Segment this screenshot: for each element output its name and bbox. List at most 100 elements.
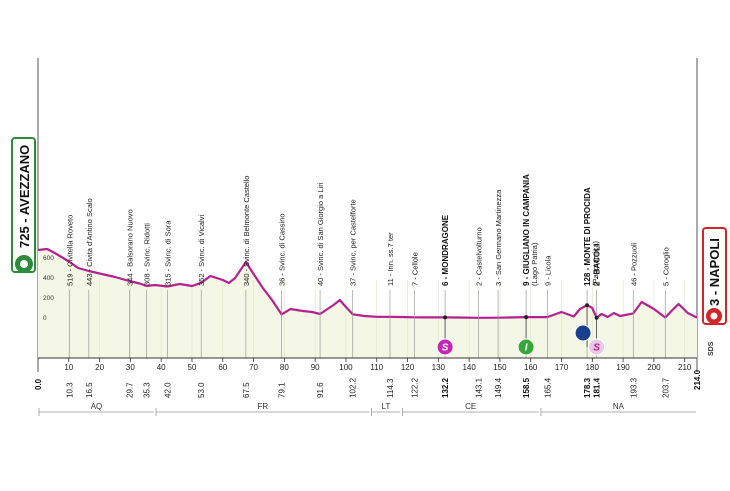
y-tick-label: 0	[43, 315, 47, 322]
place-label: 344 - Balsorano Nuovo	[125, 209, 134, 286]
place-km-label: 79.1	[278, 382, 287, 398]
intermediate-marker	[517, 338, 535, 356]
x-tick-label: 150	[493, 363, 507, 372]
x-tick-label: 140	[462, 363, 476, 372]
marker-letter: S	[442, 343, 449, 354]
region-label: CE	[465, 402, 476, 411]
x-tick-label: 210	[678, 363, 692, 372]
place-km-label: 203.7	[661, 377, 670, 398]
x-tick-label: 70	[249, 363, 258, 372]
finish-badge	[702, 227, 727, 325]
y-tick-label: 400	[43, 275, 54, 282]
x-tick-label: 100	[339, 363, 353, 372]
place-km-label: 10.3	[66, 382, 75, 398]
marker-letter: S	[593, 343, 600, 354]
climb-marker	[574, 324, 592, 342]
marker-letter: I	[525, 343, 528, 354]
place-label: 7 - Cellole	[410, 252, 419, 286]
place-label: 9 - Licola	[543, 255, 552, 286]
place-label: 6 - MONDRAGONE	[441, 214, 450, 286]
place-km-label: 91.6	[316, 382, 325, 398]
place-km-label: 67.5	[242, 382, 251, 398]
marker-point	[443, 315, 448, 320]
finish-km-label: 214.0	[693, 369, 702, 390]
place-km-label: 181.4	[593, 377, 602, 398]
x-tick-label: 200	[647, 363, 661, 372]
marker-point	[524, 315, 529, 320]
place-km-label: 114.3	[386, 378, 395, 398]
place-km-label: 42.0	[163, 382, 172, 398]
place-km-label: 29.7	[125, 382, 134, 398]
profile-line	[37, 247, 698, 319]
x-tick-label: 120	[401, 363, 415, 372]
profile-fill	[38, 249, 697, 358]
region-label: FR	[257, 402, 268, 411]
place-label: 2 - BACOLI	[593, 244, 602, 286]
x-tick-label: 10	[64, 363, 73, 372]
start-label: 725 - AVEZZANO	[17, 145, 32, 248]
place-label: 308 - Svinc. Ridotti	[143, 223, 152, 286]
place-label: 340 - Svinc. di Belmonte Castello	[242, 176, 251, 286]
place-km-label: 122.2	[410, 377, 419, 398]
place-km-label: 132.2	[441, 377, 450, 398]
sprint-marker	[588, 338, 606, 356]
x-tick-label: 180	[586, 363, 600, 372]
place-label: 128 - MONTE DI PROCIDA	[583, 187, 592, 286]
sprint-marker	[436, 338, 454, 356]
places-layer: 519 - Civitella Roveto 443 - Civita d'Ant…	[66, 174, 670, 358]
place-km-label: 53.0	[197, 382, 206, 398]
profile-layer: 600 400 200 0	[37, 247, 698, 358]
place-km-label: 102.2	[349, 377, 358, 398]
place-sublabel: (Panoramica)	[591, 240, 600, 286]
place-label: 5 - Coroglio	[661, 247, 670, 286]
region-label: NA	[613, 402, 625, 411]
place-label: 443 - Civita d'Antino Scalo	[85, 198, 94, 286]
place-label: 37 - Svinc. per Castelforte	[349, 199, 358, 286]
x-tick-label: 40	[157, 363, 166, 372]
x-tick-label: 190	[616, 363, 630, 372]
start-flag-icon-inner	[20, 260, 28, 268]
x-tick-label: 50	[188, 363, 197, 372]
place-sublabel: (Lago Patria)	[530, 242, 539, 286]
marker-point	[585, 303, 590, 308]
region-label: LT	[382, 402, 391, 411]
y-tick-label: 600	[43, 255, 54, 262]
x-axis: 10 20 30 40 50 60 70 80 90 100 110 120 130 140 150 160 1…	[34, 357, 702, 398]
finish-label: 3 - NAPOLI	[707, 238, 722, 306]
place-label: 315 - Svinc. di Sora	[163, 220, 172, 286]
place-km-label: 165.4	[543, 377, 552, 398]
place-label: 40 - Svinc. di San Giorgio a Liri	[316, 182, 325, 286]
x-tick-label: 170	[555, 363, 569, 372]
x-tick-label: 160	[524, 363, 538, 372]
place-label: 9 - GIUGLIANO IN CAMPANIA	[522, 174, 531, 286]
x-tick-label: 80	[280, 363, 289, 372]
place-km-label: 158.5	[522, 377, 531, 398]
place-label: 352 - Svinc. di Vicalvi	[197, 215, 206, 286]
finish-flag-icon-inner	[710, 312, 718, 320]
place-km-label: 16.5	[85, 382, 94, 398]
place-label: 3 - San Germano Martinezza	[494, 189, 503, 286]
place-km-label: 149.4	[494, 377, 503, 398]
x-tick-label: 110	[370, 363, 383, 372]
region-label: AQ	[91, 402, 103, 411]
finish-note: SDS	[708, 341, 715, 356]
marker-point	[594, 315, 599, 320]
place-km-label: 143.1	[475, 377, 484, 398]
x-tick-label: 130	[432, 363, 446, 372]
place-km-label: 178.3	[583, 377, 592, 398]
x-tick-label: 30	[126, 363, 135, 372]
x-tick-label: 20	[95, 363, 104, 372]
start-finish-layer: 725 - AVEZZANO 3 - NAPOLI SDS	[11, 137, 727, 356]
y-tick-label: 200	[43, 295, 54, 302]
place-km-label: 35.3	[143, 382, 152, 398]
start-km-label: 0.0	[34, 378, 43, 390]
place-label: 519 - Civitella Roveto	[66, 215, 75, 286]
x-tick-label: 90	[311, 363, 320, 372]
place-label: 2 - Castelvolturno	[475, 227, 484, 286]
place-label: 46 - Pozzuoli	[629, 242, 638, 286]
place-label: 36 - Svinc. di Cassino	[278, 213, 287, 286]
x-tick-label: 60	[218, 363, 227, 372]
